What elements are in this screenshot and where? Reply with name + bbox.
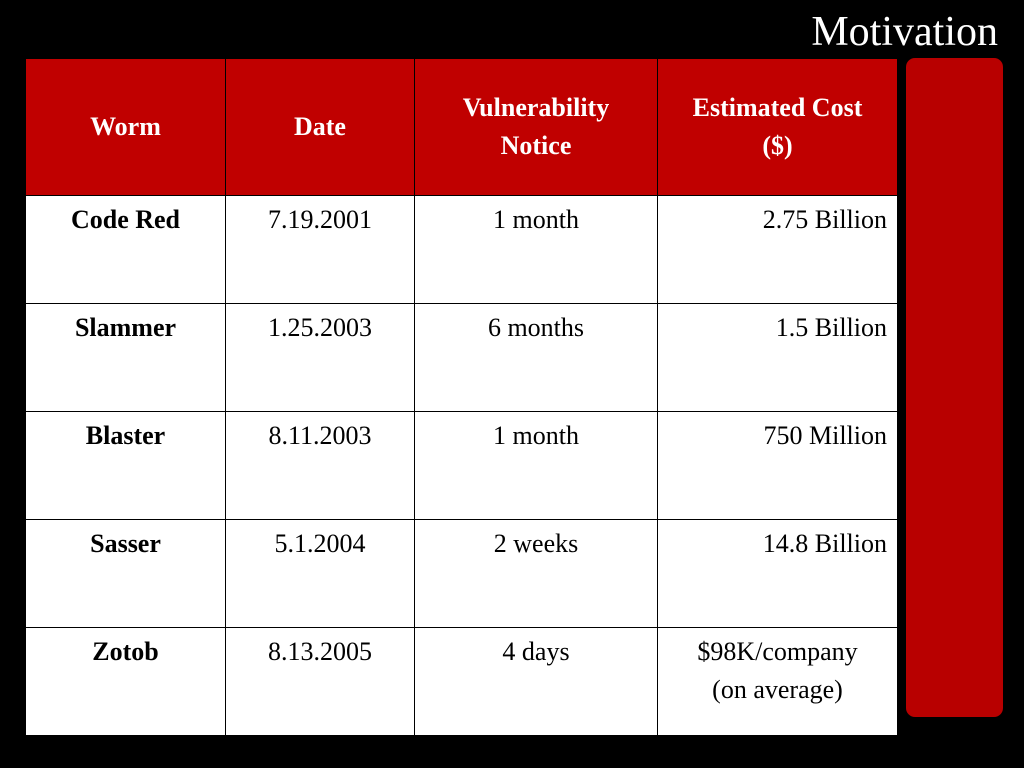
worm-cost-table: Worm Date Vulnerability Notice Estimated… (25, 58, 898, 736)
cost-value: $98K/company (697, 637, 858, 666)
notice-cell: 2 weeks (414, 519, 658, 628)
slide-title: Motivation (811, 9, 998, 55)
notice-cell: 6 months (414, 303, 658, 412)
cost-cell: 2.75 Billion (657, 195, 898, 304)
worm-cell: Sasser (25, 519, 226, 628)
header-notice-line2: Notice (500, 131, 572, 160)
table-row: Blaster 8.11.2003 1 month 750 Million (25, 411, 898, 520)
table-row: Slammer 1.25.2003 6 months 1.5 Billion (25, 303, 898, 412)
cost-cell: 750 Million (657, 411, 898, 520)
cost-cell: 1.5 Billion (657, 303, 898, 412)
table-row: Zotob 8.13.2005 4 days $98K/company (on … (25, 627, 898, 736)
table-header: Worm Date Vulnerability Notice Estimated… (25, 58, 898, 196)
header-row: Worm Date Vulnerability Notice Estimated… (25, 58, 898, 196)
header-notice-line1: Vulnerability (462, 93, 610, 122)
header-vulnerability-notice: Vulnerability Notice (414, 58, 658, 196)
date-cell: 5.1.2004 (225, 519, 415, 628)
cost-cell: $98K/company (on average) (657, 627, 898, 736)
date-cell: 8.11.2003 (225, 411, 415, 520)
date-cell: 1.25.2003 (225, 303, 415, 412)
header-date: Date (225, 58, 415, 196)
table-row: Code Red 7.19.2001 1 month 2.75 Billion (25, 195, 898, 304)
cost-cell: 14.8 Billion (657, 519, 898, 628)
cost-note: (on average) (712, 675, 843, 704)
notice-cell: 4 days (414, 627, 658, 736)
notice-cell: 1 month (414, 411, 658, 520)
table-body: Code Red 7.19.2001 1 month 2.75 Billion … (25, 195, 898, 736)
worm-cell: Code Red (25, 195, 226, 304)
decorative-side-bar (906, 58, 1003, 717)
header-cost-line1: Estimated Cost (692, 93, 863, 122)
header-worm: Worm (25, 58, 226, 196)
header-estimated-cost: Estimated Cost ($) (657, 58, 898, 196)
notice-cell: 1 month (414, 195, 658, 304)
worm-cell: Blaster (25, 411, 226, 520)
worm-cell: Slammer (25, 303, 226, 412)
worm-cell: Zotob (25, 627, 226, 736)
table-row: Sasser 5.1.2004 2 weeks 14.8 Billion (25, 519, 898, 628)
date-cell: 7.19.2001 (225, 195, 415, 304)
header-cost-line2: ($) (762, 131, 793, 160)
date-cell: 8.13.2005 (225, 627, 415, 736)
